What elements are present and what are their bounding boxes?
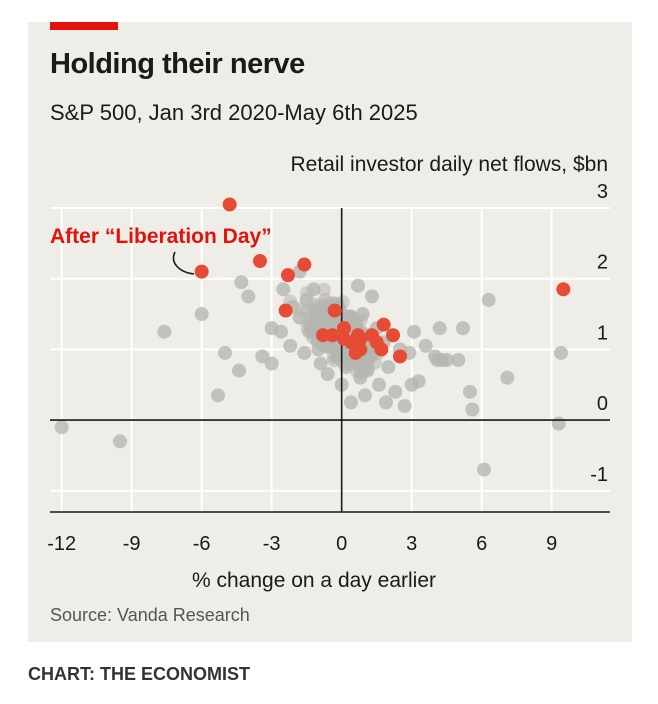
scatter-point [304,324,319,339]
scatter-point [211,388,225,403]
scatter-point [407,324,421,339]
x-tick-label: 0 [336,533,347,555]
scatter-point [323,338,337,353]
scatter-point [351,278,365,293]
scatter-point [355,307,370,322]
y-tick-label: 1 [597,322,608,344]
chart-title: Holding their nerve [50,48,305,80]
y-tick-label: -1 [590,464,608,486]
x-tick-label: 9 [546,533,557,555]
highlight-point [325,328,340,343]
scatter-point [411,374,426,389]
highlight-points [194,197,571,364]
axes [50,208,610,513]
source-note: Source: Vanda Research [50,605,250,625]
scatter-point [463,384,477,399]
highlight-point [556,282,571,297]
y-tick-label: 0 [597,393,608,415]
x-tick-label: -9 [123,533,141,555]
scatter-point [397,398,412,413]
scatter-point [234,275,249,290]
scatter-point [264,356,279,371]
liberation-day-annotation: After “Liberation Day” [50,225,272,248]
scatter-point [54,420,69,435]
y-axis-label: Retail investor daily net flows, $bn [291,153,609,176]
scatter-point [218,345,232,360]
scatter-point [113,434,127,449]
scatter-point [313,356,328,371]
highlight-point [386,328,400,343]
highlight-point [348,345,363,360]
scatter-point [316,307,330,322]
scatter-point [320,367,335,382]
scatter-point [379,395,393,410]
highlight-point [327,303,342,318]
scatter-point [481,292,496,307]
scatter-point [276,282,291,297]
scatter-point [477,462,491,477]
x-tick-label: -3 [263,533,281,555]
scatter-point [432,321,447,336]
highlight-point [297,257,312,272]
x-tick-label: 3 [406,533,417,555]
highlight-point [376,317,391,332]
chart-subtitle: S&P 500, Jan 3rd 2020-May 6th 2025 [50,100,418,125]
highlight-point [374,342,389,357]
highlight-point [393,349,407,364]
highlight-point [337,321,351,336]
y-tick-label: 2 [597,252,608,274]
scatter-point [330,349,344,364]
scatter-point [311,342,326,357]
annotation-leader-line [172,251,195,275]
scatter-point [297,345,312,360]
highlight-point [278,303,293,318]
x-tick-label: -6 [193,533,211,555]
highlight-point [253,254,267,269]
scatter-point [365,289,379,304]
scatter-point [381,360,396,375]
scatter-point [241,289,256,304]
scatter-point [194,307,209,322]
x-tick-label: 6 [476,533,487,555]
scatter-point [157,324,172,339]
scatter-point [418,338,433,353]
scatter-point [348,317,363,332]
scatter-point [232,363,246,378]
scatter-point [500,370,515,385]
x-tick-label: -12 [47,533,76,555]
scatter-point [554,345,568,360]
scatter-point [388,384,403,399]
scatter-point [358,388,372,403]
scatter-point [283,338,298,353]
y-tick-label: 3 [597,181,608,203]
highlight-point [281,268,295,283]
chart-credit: CHART: THE ECONOMIST [28,664,250,684]
scatter-point [299,292,314,307]
scatter-point [360,363,375,378]
scatter-point [451,353,466,367]
accent-bar [50,22,118,30]
highlight-point [222,197,237,212]
scatter-point [274,324,288,339]
scatter-point [551,416,566,431]
scatter-point [372,377,386,392]
highlight-point [194,264,209,279]
scatter-point [456,321,470,336]
scatter-point [292,310,307,325]
scatter-point [435,353,449,367]
scatter-point [344,395,358,410]
scatter-point [306,282,321,297]
scatter-point [465,402,480,417]
x-axis-label: % change on a day earlier [192,569,436,592]
tick-labels: -12 -9 -6 -3 0 3 6 9 -1 0 1 2 3 [47,181,608,555]
